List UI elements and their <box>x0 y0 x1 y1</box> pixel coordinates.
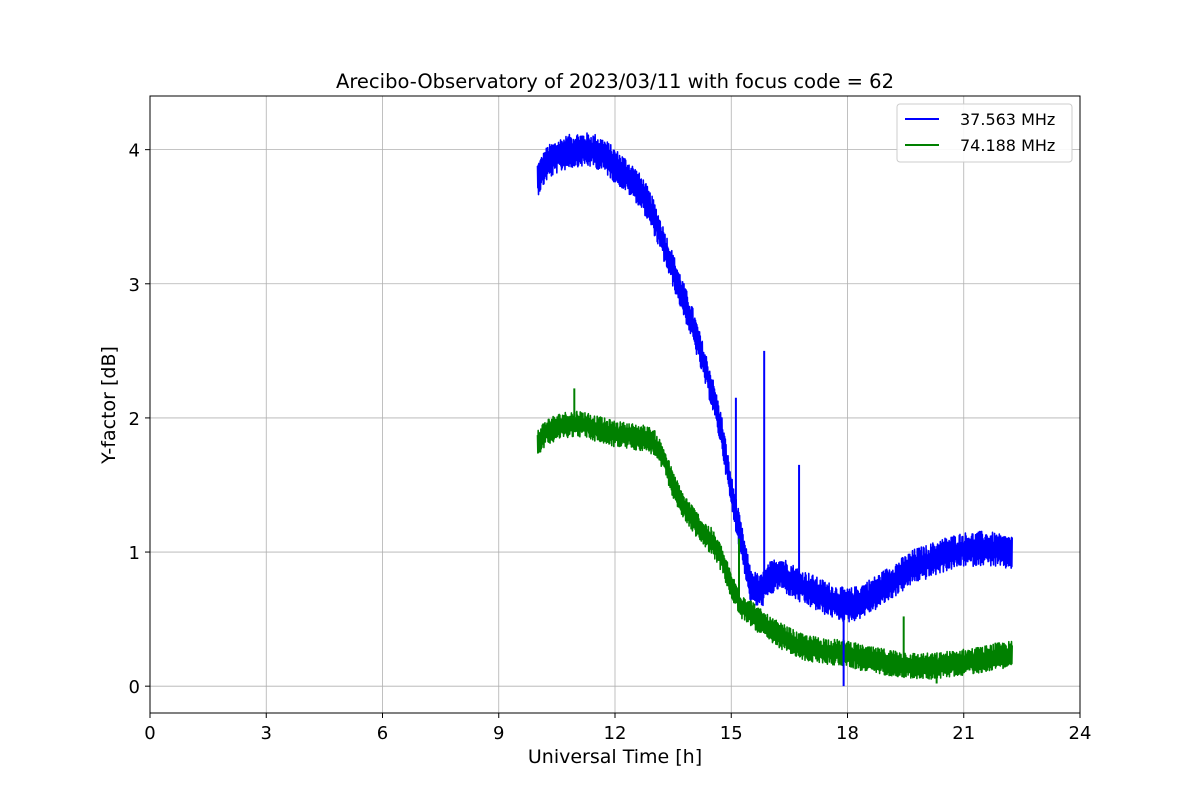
legend-label-series-2: 74.188 MHz <box>960 136 1055 155</box>
x-tick-label: 9 <box>493 723 504 744</box>
y-tick-label: 3 <box>129 275 140 296</box>
legend-box <box>896 103 1073 163</box>
y-axis-label: Y-factor [dB] <box>98 346 120 465</box>
x-tick-label: 24 <box>1069 723 1092 744</box>
x-tick-label: 12 <box>604 723 627 744</box>
legend: 37.563 MHz 74.188 MHz <box>896 103 1073 163</box>
chart-title: Arecibo-Observatory of 2023/03/11 with f… <box>336 70 894 93</box>
y-tick-label: 1 <box>129 543 140 564</box>
x-axis-label: Universal Time [h] <box>528 746 702 768</box>
y-tick-label: 2 <box>129 409 140 430</box>
x-tick-label: 18 <box>836 723 859 744</box>
x-tick-label: 3 <box>261 723 272 744</box>
y-tick-label: 4 <box>129 141 140 162</box>
series-line-2 <box>536 410 1013 680</box>
x-tick-label: 21 <box>952 723 975 744</box>
legend-label-series-1: 37.563 MHz <box>960 110 1055 129</box>
x-tick-label: 0 <box>144 723 155 744</box>
x-tick-label: 6 <box>377 723 388 744</box>
series-line-1 <box>536 132 1013 623</box>
x-tick-label: 15 <box>720 723 743 744</box>
y-tick-label: 0 <box>129 677 140 698</box>
plot-data <box>536 132 1013 687</box>
